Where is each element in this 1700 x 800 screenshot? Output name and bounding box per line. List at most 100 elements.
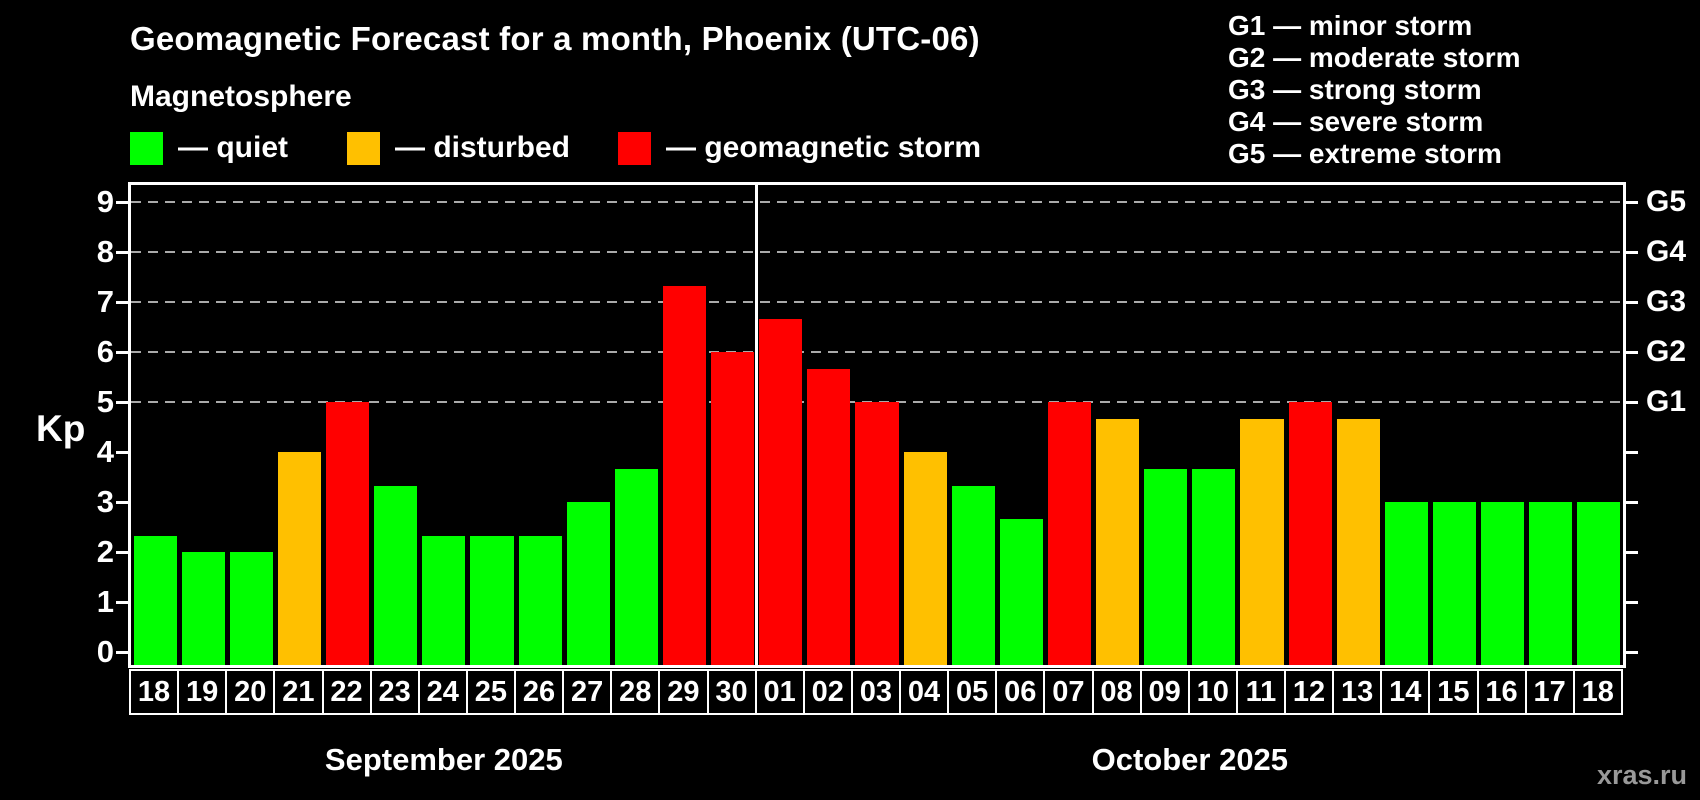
day-cell-oct-18: 18 (1572, 671, 1621, 713)
y-tick-label-3: 3 (96, 484, 114, 519)
day-cell-sep-29: 29 (658, 671, 706, 713)
day-cell-sep-25: 25 (465, 671, 514, 713)
y-tick-right-7 (1626, 300, 1638, 304)
gridline-kp-6 (131, 351, 1623, 353)
bar-sep-27 (566, 502, 610, 665)
y-tick-left-7 (116, 300, 128, 304)
g-legend-line-1: G1 — minor storm (1228, 10, 1473, 41)
legend-item-storm: — geomagnetic storm (618, 131, 981, 165)
day-cell-sep-18: 18 (137, 675, 171, 708)
day-cell-sep-28: 28 (610, 671, 658, 713)
bar-oct-08 (1096, 418, 1140, 665)
x-axis-day-row: 18 19 20 21 22 23 24 25 26 27 28 29 30 01 02 03 04 05 06 07… (129, 669, 1623, 715)
bar-oct-15 (1432, 502, 1477, 665)
bar-oct-12 (1288, 402, 1332, 665)
day-cell-oct-15: 15 (1428, 671, 1476, 713)
bar-oct-16 (1481, 502, 1525, 665)
y-tick-label-4: 4 (96, 434, 114, 469)
bar-oct-14 (1384, 502, 1428, 665)
bar-sep-19 (181, 552, 225, 665)
day-cell-oct-04: 04 (899, 671, 947, 713)
g-legend-line-4: G4 — severe storm (1228, 106, 1484, 137)
y-tick-right-1 (1626, 600, 1638, 604)
bar-oct-05 (951, 485, 995, 665)
day-cell-sep-20: 20 (225, 671, 273, 713)
gridline-kp-8 (131, 251, 1623, 253)
bar-oct-13 (1336, 418, 1380, 665)
legend-item-disturbed: — disturbed (347, 131, 570, 165)
y-tick-label-7: 7 (96, 284, 114, 319)
day-cell-oct-07: 07 (1043, 671, 1091, 713)
bar-oct-10 (1192, 468, 1236, 665)
bar-sep-30 (711, 352, 755, 665)
y-tick-left-2 (116, 550, 128, 554)
bar-oct-18 (1577, 502, 1621, 665)
day-cell-oct-03: 03 (850, 671, 899, 713)
y-tick-label-8: 8 (96, 234, 114, 269)
day-cell-oct-13: 13 (1332, 671, 1380, 713)
day-cell-oct-05: 05 (947, 671, 995, 713)
month-label-0: September 2025 (324, 742, 563, 777)
day-cell-oct-16: 16 (1476, 671, 1525, 713)
gridline-kp-9 (131, 201, 1623, 203)
day-cell-oct-17: 17 (1524, 671, 1573, 713)
y-tick-label-6: 6 (96, 334, 114, 369)
month-separator (755, 185, 759, 665)
bar-oct-11 (1240, 418, 1284, 665)
bar-oct-01 (759, 318, 803, 665)
day-cell-oct-09: 09 (1139, 671, 1188, 713)
y-tick-left-9 (116, 200, 128, 204)
gridline-kp-7 (131, 301, 1623, 303)
y-tick-left-5 (116, 400, 128, 404)
watermark-link[interactable]: xras.ru (1596, 760, 1687, 790)
g-legend-line-5: G5 — extreme storm (1228, 138, 1502, 169)
y-tick-left-1 (116, 600, 128, 604)
day-cell-sep-22: 22 (321, 671, 370, 713)
legend-swatch-storm (618, 131, 651, 165)
right-axis-label-G1: G1 (1646, 385, 1687, 418)
bar-sep-25 (470, 535, 514, 665)
day-cell-oct-08: 08 (1091, 671, 1140, 713)
y-tick-right-8 (1626, 250, 1638, 254)
day-cell-sep-26: 26 (514, 671, 562, 713)
y-tick-right-5 (1626, 400, 1638, 404)
bar-sep-26 (518, 535, 562, 665)
page-title: Geomagnetic Forecast for a month, Phoeni… (130, 20, 980, 57)
y-tick-left-0 (116, 650, 128, 654)
day-cell-oct-14: 14 (1380, 671, 1428, 713)
y-tick-label-1: 1 (96, 584, 114, 619)
bar-oct-02 (807, 368, 851, 665)
day-cell-sep-21: 21 (273, 671, 321, 713)
day-cell-sep-27: 27 (562, 671, 610, 713)
right-axis-label-G5: G5 (1646, 185, 1687, 218)
legend-label-disturbed: — disturbed (395, 131, 571, 164)
y-tick-left-3 (116, 500, 128, 504)
y-tick-left-4 (116, 450, 128, 454)
g-legend-line-3: G3 — strong storm (1228, 74, 1482, 105)
right-axis-label-G4: G4 (1646, 235, 1687, 268)
legend-swatch-quiet (130, 131, 163, 165)
day-cell-oct-10: 10 (1187, 671, 1236, 713)
legend-swatch-disturbed (347, 131, 380, 165)
day-cell-sep-24: 24 (417, 671, 466, 713)
bar-oct-06 (999, 518, 1043, 665)
day-cell-oct-01: 01 (754, 671, 803, 713)
bar-oct-04 (903, 452, 947, 665)
bar-oct-03 (855, 402, 899, 665)
bar-sep-28 (614, 468, 658, 665)
legend-label-quiet: — quiet (178, 131, 288, 164)
legend-label-storm: — geomagnetic storm (666, 131, 982, 164)
bar-oct-07 (1047, 402, 1092, 665)
y-tick-right-4 (1626, 450, 1638, 454)
bar-sep-21 (277, 452, 321, 665)
bar-oct-17 (1529, 502, 1573, 665)
y-tick-right-6 (1626, 350, 1638, 354)
day-cell-sep-19: 19 (177, 671, 225, 713)
g-legend-line-2: G2 — moderate storm (1228, 42, 1521, 73)
day-cell-oct-06: 06 (995, 671, 1043, 713)
bar-sep-20 (229, 552, 273, 665)
y-tick-right-0 (1626, 650, 1638, 654)
y-tick-right-9 (1626, 200, 1638, 204)
y-tick-label-0: 0 (96, 634, 114, 669)
